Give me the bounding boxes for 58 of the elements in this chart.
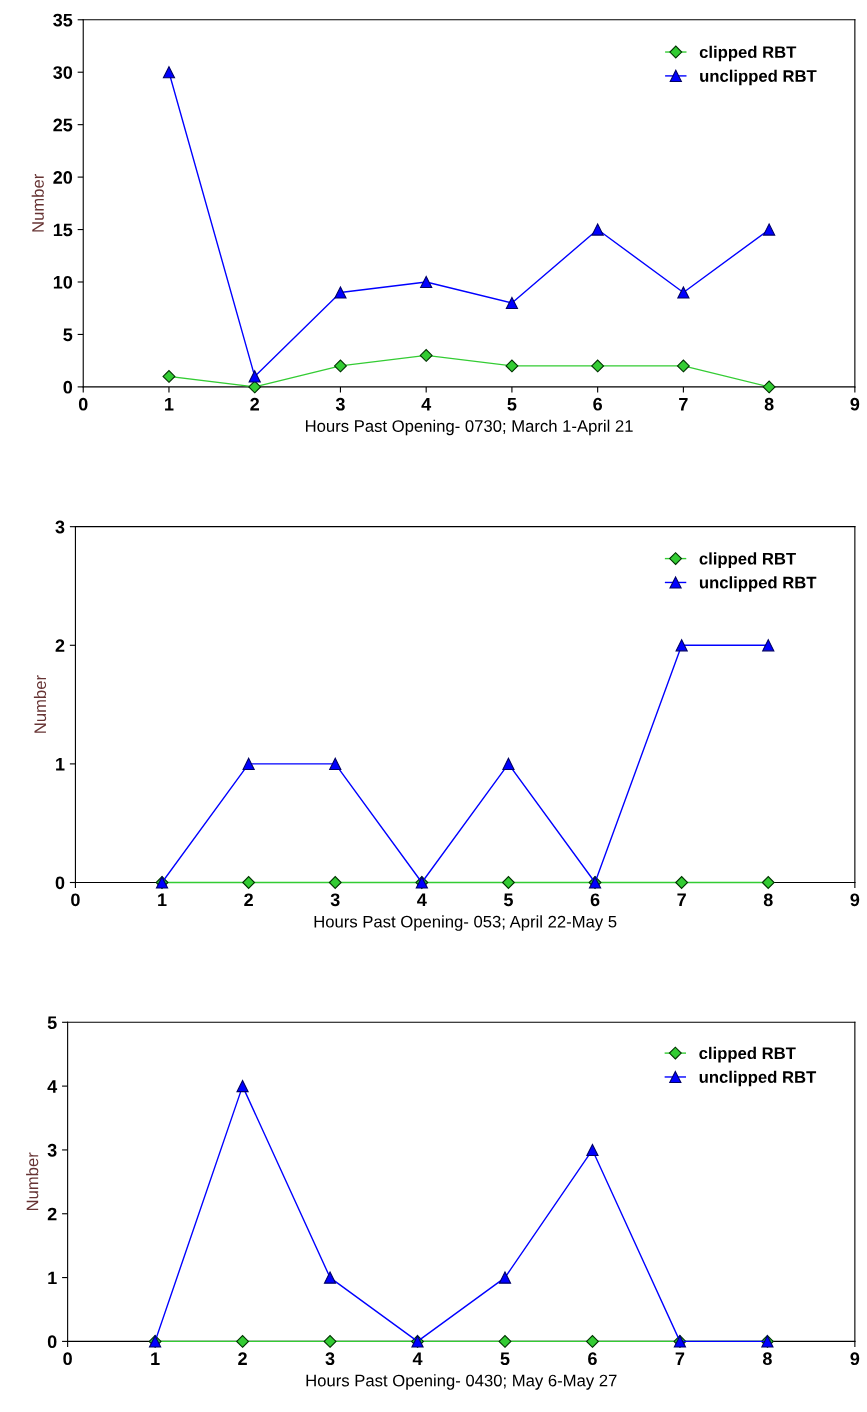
- y-tick-label: 0: [55, 876, 65, 890]
- y-axis-title: Number: [33, 675, 47, 733]
- x-tick-label: 1: [151, 1352, 160, 1365]
- x-tick-label: 6: [590, 893, 600, 907]
- x-tick-label: 4: [417, 893, 427, 906]
- x-tick-label: 9: [850, 893, 860, 907]
- x-tick-label: 1: [165, 397, 174, 411]
- x-tick-label: 1: [158, 893, 167, 906]
- legend-label: unclipped RBT: [699, 576, 817, 592]
- y-tick-label: 1: [56, 758, 65, 771]
- x-tick-label: 7: [677, 893, 686, 906]
- y-tick-label: 30: [53, 66, 73, 79]
- x-axis-title: Hours Past Opening- 053; April 22-May 5: [314, 915, 617, 931]
- y-tick-label: 15: [53, 223, 73, 237]
- y-axis-title: Number: [26, 1152, 39, 1211]
- y-tick-label: 10: [53, 275, 73, 289]
- x-tick-label: 9: [850, 1352, 860, 1366]
- x-tick-label: 6: [588, 1352, 597, 1366]
- x-tick-label: 2: [250, 397, 259, 411]
- x-tick-label: 3: [330, 893, 340, 907]
- y-tick-label: 3: [55, 520, 65, 534]
- x-tick-label: 2: [244, 893, 253, 906]
- legend-label: clipped RBT: [699, 45, 797, 62]
- legend-label: unclipped RBT: [700, 69, 817, 86]
- x-tick-label: 8: [763, 893, 773, 907]
- y-tick-label: 20: [53, 171, 73, 184]
- x-tick-label: 2: [238, 1352, 247, 1365]
- y-tick-label: 1: [48, 1271, 57, 1285]
- y-tick-label: 5: [47, 1016, 57, 1030]
- x-tick-label: 4: [421, 397, 432, 411]
- legend-label: clipped RBT: [699, 1046, 796, 1063]
- y-tick-label: 0: [63, 380, 73, 394]
- x-tick-label: 9: [850, 397, 860, 411]
- x-tick-label: 8: [764, 397, 774, 411]
- x-tick-label: 7: [675, 1352, 685, 1365]
- legend-label: unclipped RBT: [699, 1070, 817, 1087]
- y-tick-label: 5: [63, 328, 73, 342]
- y-tick-label: 4: [47, 1080, 58, 1093]
- y-tick-label: 25: [53, 118, 73, 132]
- y-tick-label: 2: [47, 1207, 57, 1221]
- x-tick-label: 5: [503, 893, 513, 907]
- x-tick-label: 6: [593, 397, 603, 411]
- y-tick-label: 2: [55, 639, 65, 652]
- x-tick-label: 0: [78, 397, 88, 411]
- x-tick-label: 5: [500, 1352, 510, 1366]
- y-tick-label: 35: [53, 13, 73, 27]
- legend-label: clipped RBT: [699, 552, 796, 568]
- x-tick-label: 3: [335, 397, 345, 411]
- y-tick-label: 3: [47, 1143, 57, 1157]
- x-axis-title: Hours Past Opening- 0430; May 6-May 27: [306, 1374, 617, 1390]
- x-axis-title: Hours Past Opening- 0730; March 1-April 21: [305, 419, 633, 436]
- x-tick-label: 7: [679, 397, 688, 411]
- x-tick-label: 4: [412, 1352, 423, 1365]
- x-tick-label: 5: [507, 397, 517, 411]
- y-axis-title: Number: [31, 173, 44, 232]
- y-tick-label: 0: [47, 1335, 57, 1349]
- x-tick-label: 8: [762, 1352, 772, 1366]
- x-tick-label: 3: [325, 1352, 335, 1366]
